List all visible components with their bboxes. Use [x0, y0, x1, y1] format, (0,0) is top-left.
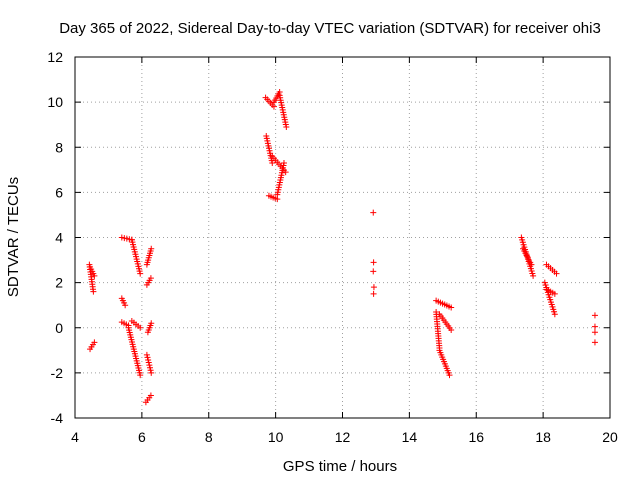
- x-tick-label: 12: [335, 429, 351, 445]
- data-point: [370, 290, 377, 297]
- x-tick-label: 4: [71, 429, 79, 445]
- data-point: [137, 324, 144, 331]
- y-tick-label: -4: [51, 410, 64, 426]
- grid: [75, 57, 610, 418]
- data-point: [282, 169, 289, 176]
- data-point: [148, 320, 155, 327]
- data-point: [446, 372, 453, 379]
- y-tick-label: -2: [51, 365, 64, 381]
- data-point: [448, 327, 455, 334]
- y-tick-label: 0: [55, 320, 63, 336]
- data-point: [553, 270, 560, 277]
- data-point: [147, 367, 154, 374]
- data-point: [146, 364, 153, 371]
- data-point: [147, 392, 154, 399]
- data-point: [591, 312, 598, 319]
- data-point: [269, 160, 276, 167]
- y-tick-label: 8: [55, 139, 63, 155]
- data-point: [591, 323, 598, 330]
- data-point: [145, 359, 152, 366]
- x-tick-label: 14: [402, 429, 418, 445]
- data-point: [551, 290, 558, 297]
- data-point: [591, 329, 598, 336]
- data-point: [144, 354, 151, 361]
- data-point: [530, 272, 537, 279]
- x-tick-label: 10: [268, 429, 284, 445]
- data-point: [591, 339, 598, 346]
- y-tick-label: 6: [55, 184, 63, 200]
- x-tick-label: 16: [468, 429, 484, 445]
- data-point: [147, 275, 154, 282]
- data-point: [123, 235, 130, 242]
- data-point: [551, 311, 558, 318]
- y-tick-label: 4: [55, 230, 63, 246]
- data-point: [121, 235, 128, 242]
- axis-ticks: 4 6 8 10 12 14 16 18 20 -4 -2 0 2 4 6 8 10 12: [47, 49, 618, 445]
- y-tick-label: 2: [55, 275, 63, 291]
- data-point: [370, 268, 377, 275]
- x-tick-label: 18: [535, 429, 551, 445]
- data-point: [143, 351, 150, 358]
- data-point: [122, 302, 129, 309]
- data-points: [86, 88, 598, 406]
- data-point: [148, 369, 155, 376]
- x-axis-label: GPS time / hours: [283, 458, 397, 475]
- data-point: [145, 356, 152, 363]
- data-point: [90, 288, 97, 295]
- data-point: [126, 236, 133, 243]
- data-point: [370, 284, 377, 291]
- chart-title: Day 365 of 2022, Sidereal Day-to-day VTE…: [59, 20, 601, 37]
- y-axis-label: SDTVAR / TECUs: [5, 177, 22, 297]
- data-point: [528, 261, 535, 268]
- data-point: [448, 304, 455, 311]
- data-point: [118, 234, 125, 241]
- data-point: [370, 209, 377, 216]
- data-point: [370, 259, 377, 266]
- plot-frame: [74, 56, 611, 419]
- data-point: [137, 372, 144, 379]
- x-tick-label: 6: [138, 429, 146, 445]
- data-point: [148, 245, 155, 252]
- data-point: [91, 339, 98, 346]
- data-point: [146, 362, 153, 369]
- x-tick-label: 8: [205, 429, 213, 445]
- x-tick-label: 20: [602, 429, 618, 445]
- y-tick-label: 12: [47, 49, 63, 65]
- data-point: [283, 123, 290, 130]
- data-point: [280, 160, 287, 167]
- data-point: [91, 272, 98, 279]
- y-tick-label: 10: [47, 94, 63, 110]
- data-point: [137, 270, 144, 277]
